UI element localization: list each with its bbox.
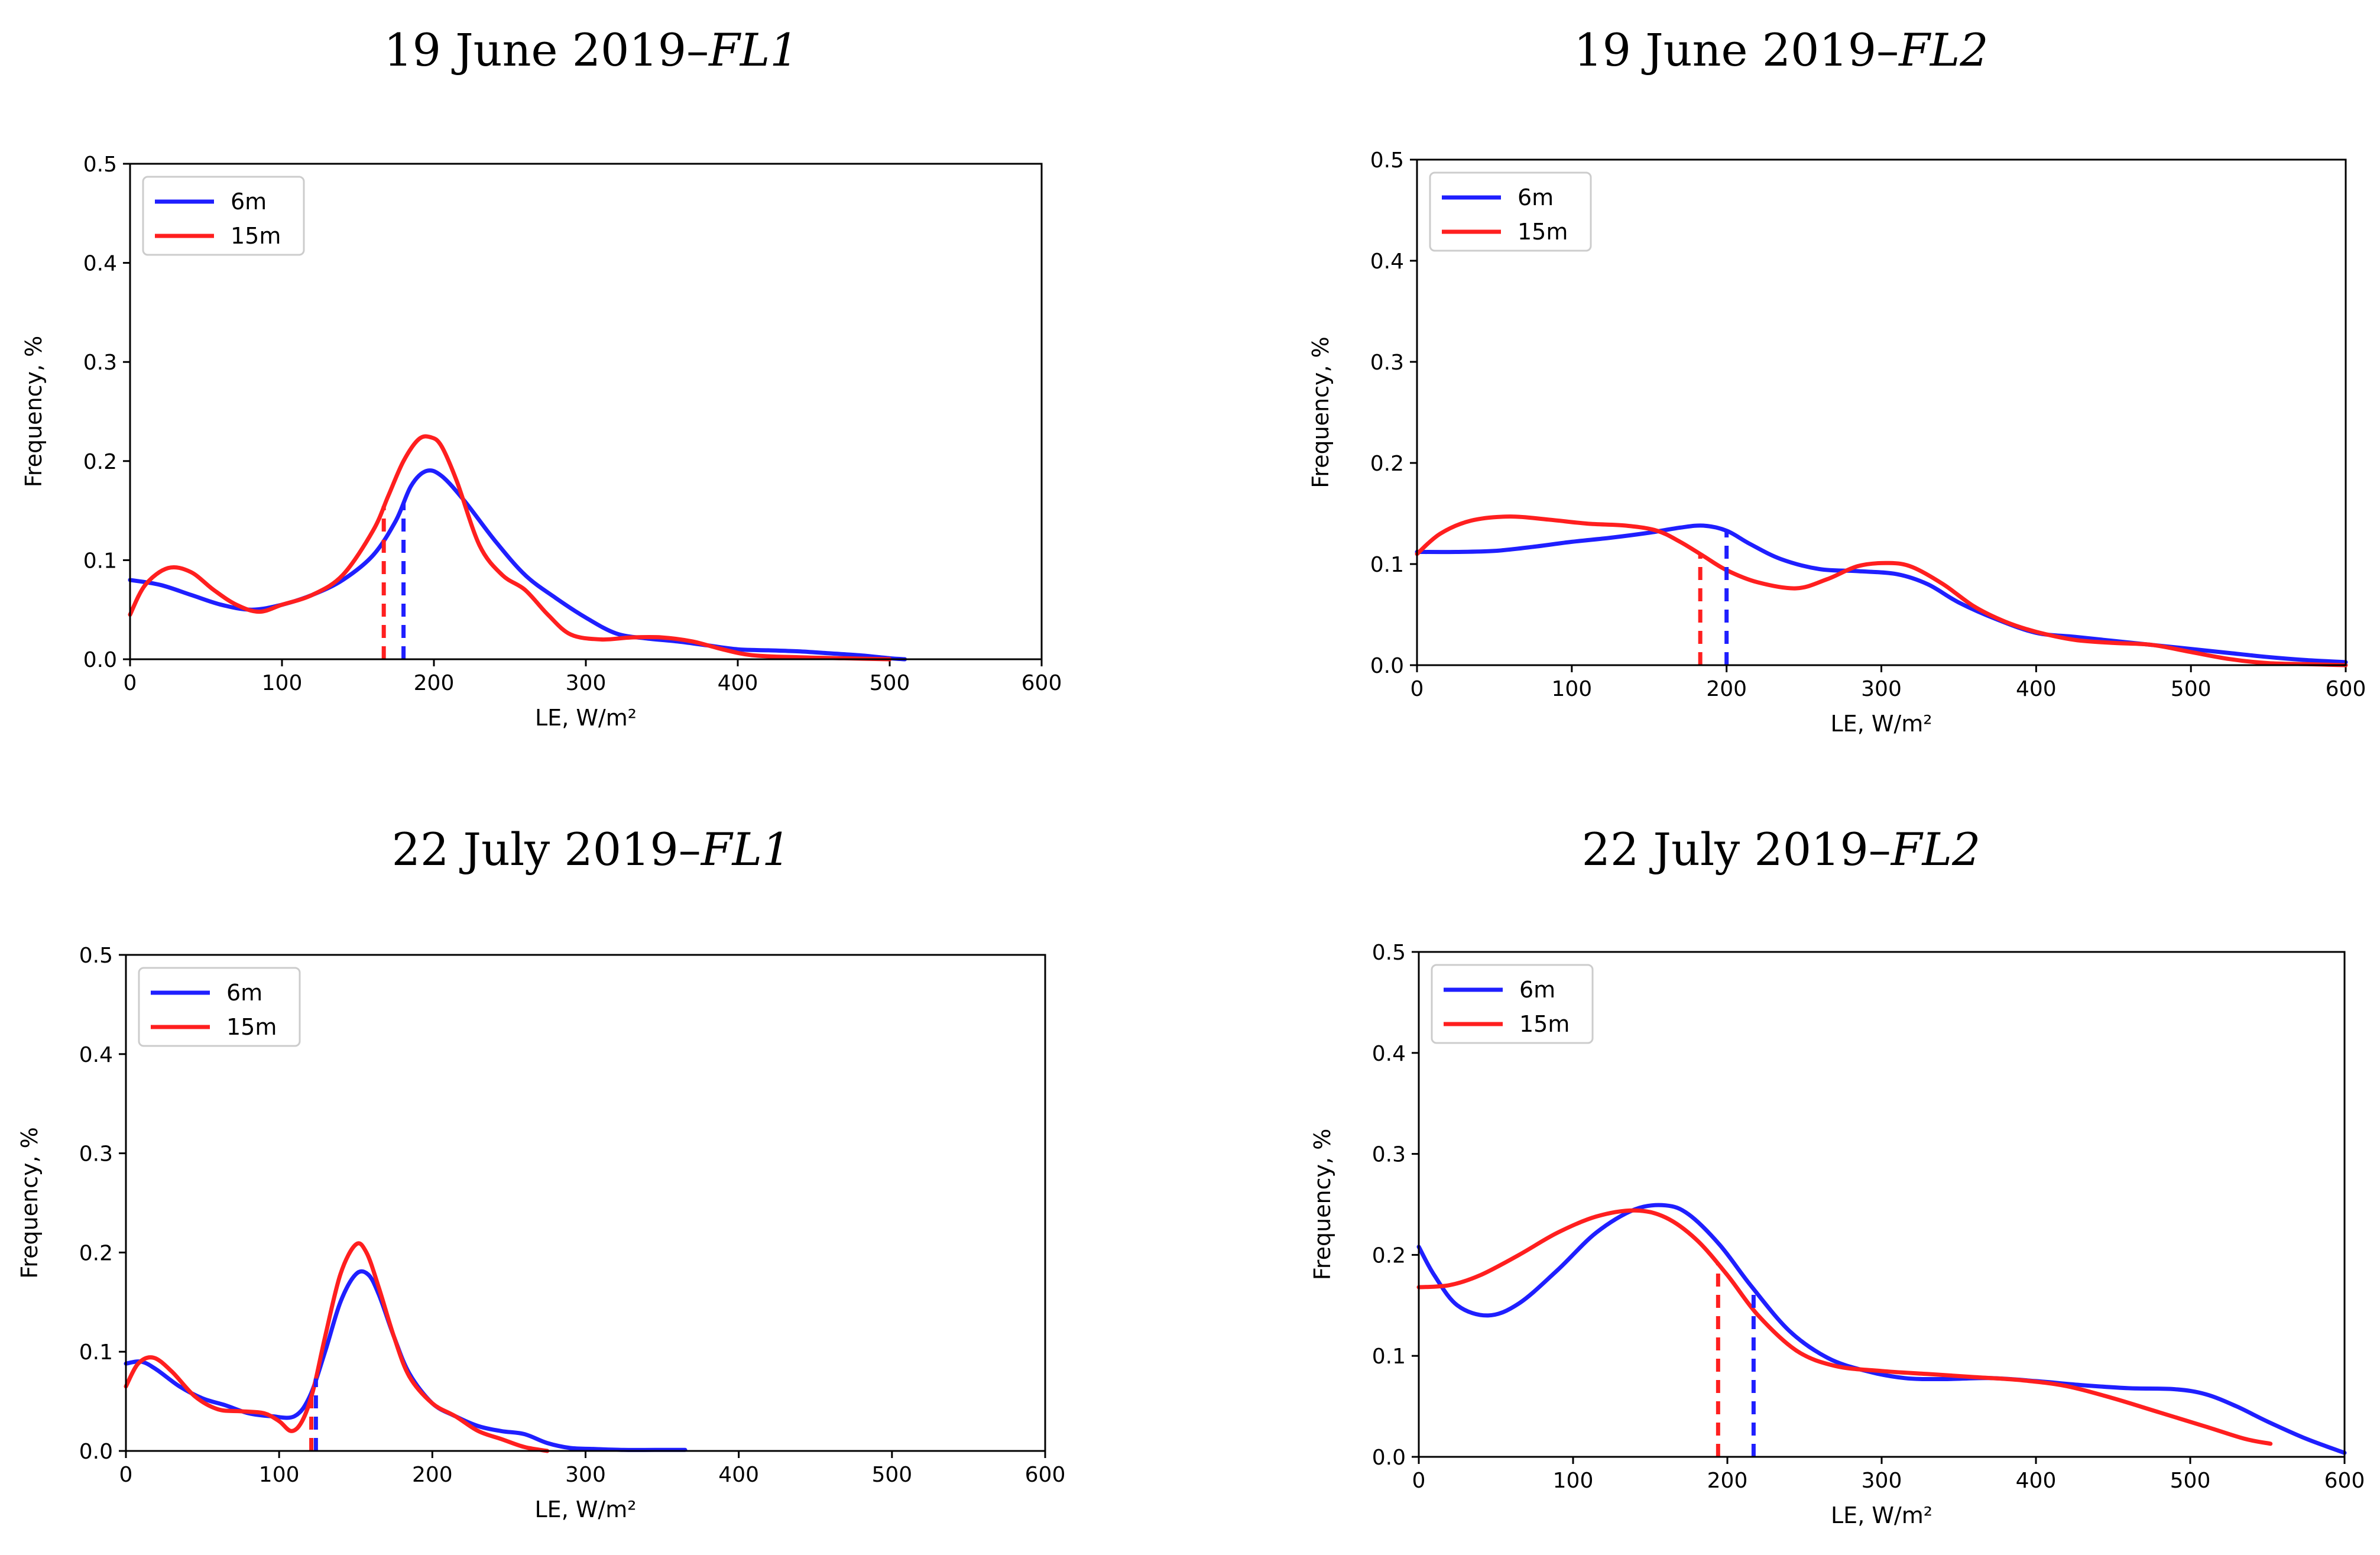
y-tick-label: 0.1 [79,1340,113,1365]
series-line-15m [124,1241,550,1453]
y-tick-label: 0.5 [83,153,117,177]
legend-label: 6m [231,189,267,215]
chart-panel-june-fl1: 19 June 2019–FL1 0 100 200 300 400 500 600 0.0 0… [0,0,1182,769]
x-tick-label: 0 [124,671,137,695]
chart-title: 22 July 2019–FL2 [1581,823,1981,876]
chart-title: 19 June 2019–FL2 [1574,24,1989,76]
x-axis-label: LE, W/m² [535,1496,637,1522]
y-axis-label: Frequency, % [21,336,47,488]
y-tick-label: 0.1 [1372,1345,1406,1369]
y-tick-label: 0.5 [79,944,113,968]
x-tick-label: 200 [1707,1469,1748,1493]
y-tick-label: 0.0 [83,648,117,672]
y-tick-label: 0.3 [79,1142,113,1167]
legend-label: 15m [1519,1011,1570,1037]
y-tick-label: 0.2 [83,450,117,474]
chart-title: 19 June 2019–FL1 [384,24,799,76]
x-tick-label: 300 [1862,1469,1902,1493]
legend-label: 6m [1518,184,1554,210]
series-line-6m [128,468,907,662]
y-tick-label: 0.4 [1372,1042,1406,1066]
legend-label: 6m [1519,977,1555,1003]
x-tick-label: 500 [2170,1469,2211,1493]
y-axis-label: Frequency, % [1309,1129,1335,1281]
x-tick-label: 100 [1553,1469,1594,1493]
series-line-15m [1416,1208,2273,1446]
y-tick-label: 0.4 [79,1043,113,1067]
x-tick-label: 400 [718,1463,759,1487]
x-axis-label: LE, W/m² [535,705,637,731]
x-tick-label: 400 [718,671,758,695]
x-tick-label: 500 [871,1463,912,1487]
x-tick-label: 200 [412,1463,453,1487]
plot-frame [129,163,1043,660]
y-tick-label: 0.1 [1370,553,1404,577]
plot-frame [125,954,1046,1452]
chart-panel-july-fl2: 22 July 2019–FL2 0 100 200 300 400 500 600 0.0 0… [1182,769,2380,1555]
x-tick-label: 100 [259,1463,300,1487]
y-tick-label: 0.5 [1370,148,1404,173]
legend-label: 15m [226,1014,277,1040]
y-tick-label: 0.5 [1372,941,1406,965]
chart-panel-june-fl2: 19 June 2019–FL2 0 100 200 300 400 500 600 0.0 0… [1182,0,2380,769]
y-tick-label: 0.0 [79,1440,113,1464]
chart-title: 22 July 2019–FL1 [391,823,791,876]
chart-plot: 0 100 200 300 400 500 600 0.0 0.1 0.2 0.3 0.4 0.5 LE,… [17,944,1066,1522]
y-tick-label: 0.4 [83,252,117,276]
series-line-6m [1416,1203,2347,1455]
x-tick-label: 400 [2016,1469,2057,1493]
x-tick-label: 300 [566,671,607,695]
series-line-6m [124,1269,688,1452]
y-tick-label: 0.1 [83,549,117,573]
y-tick-label: 0.3 [83,351,117,375]
x-tick-label: 600 [1025,1463,1066,1487]
series-line-6m [1415,523,2348,665]
plot-frame [1416,158,2347,666]
x-tick-label: 400 [2016,677,2057,701]
chart-plot: 0 100 200 300 400 500 600 0.0 0.1 0.2 0.3 0.4 0.5 LE,… [1308,148,2366,737]
x-tick-label: 100 [262,671,303,695]
y-tick-label: 0.3 [1372,1143,1406,1167]
x-tick-label: 500 [870,671,910,695]
chart-panel-july-fl1: 22 July 2019–FL1 0 100 200 300 400 500 600 0.0 0… [0,769,1182,1555]
x-tick-label: 100 [1551,677,1592,701]
x-tick-label: 0 [119,1463,133,1487]
y-tick-label: 0.0 [1370,654,1404,678]
x-tick-label: 600 [2324,1469,2365,1493]
x-tick-label: 600 [2326,677,2366,701]
x-tick-label: 0 [1412,1469,1426,1493]
series-line-15m [1415,514,2348,668]
x-tick-label: 0 [1411,677,1424,701]
y-tick-label: 0.0 [1372,1446,1406,1470]
chart-plot: 0 100 200 300 400 500 600 0.0 0.1 0.2 0.3 0.4 0.5 LE,… [21,153,1062,731]
x-tick-label: 300 [565,1463,606,1487]
y-tick-label: 0.2 [1372,1243,1406,1268]
legend-label: 6m [226,980,262,1006]
x-tick-label: 300 [1861,677,1902,701]
legend-label: 15m [231,223,281,249]
chart-plot: 0 100 200 300 400 500 600 0.0 0.1 0.2 0.3 0.4 0.5 LE,… [1309,941,2365,1528]
y-tick-label: 0.2 [1370,452,1404,476]
x-axis-label: LE, W/m² [1831,1502,1932,1528]
legend-label: 15m [1518,219,1568,245]
x-tick-label: 600 [1022,671,1062,695]
x-tick-label: 500 [2171,677,2212,701]
y-tick-label: 0.3 [1370,351,1404,375]
plot-frame [1418,951,2346,1458]
y-axis-label: Frequency, % [17,1127,43,1279]
series-line-15m [128,434,892,662]
y-axis-label: Frequency, % [1308,336,1334,488]
x-axis-label: LE, W/m² [1831,711,1932,737]
x-tick-label: 200 [1706,677,1747,701]
y-tick-label: 0.4 [1370,250,1404,274]
y-tick-label: 0.2 [79,1241,113,1265]
x-tick-label: 200 [414,671,455,695]
